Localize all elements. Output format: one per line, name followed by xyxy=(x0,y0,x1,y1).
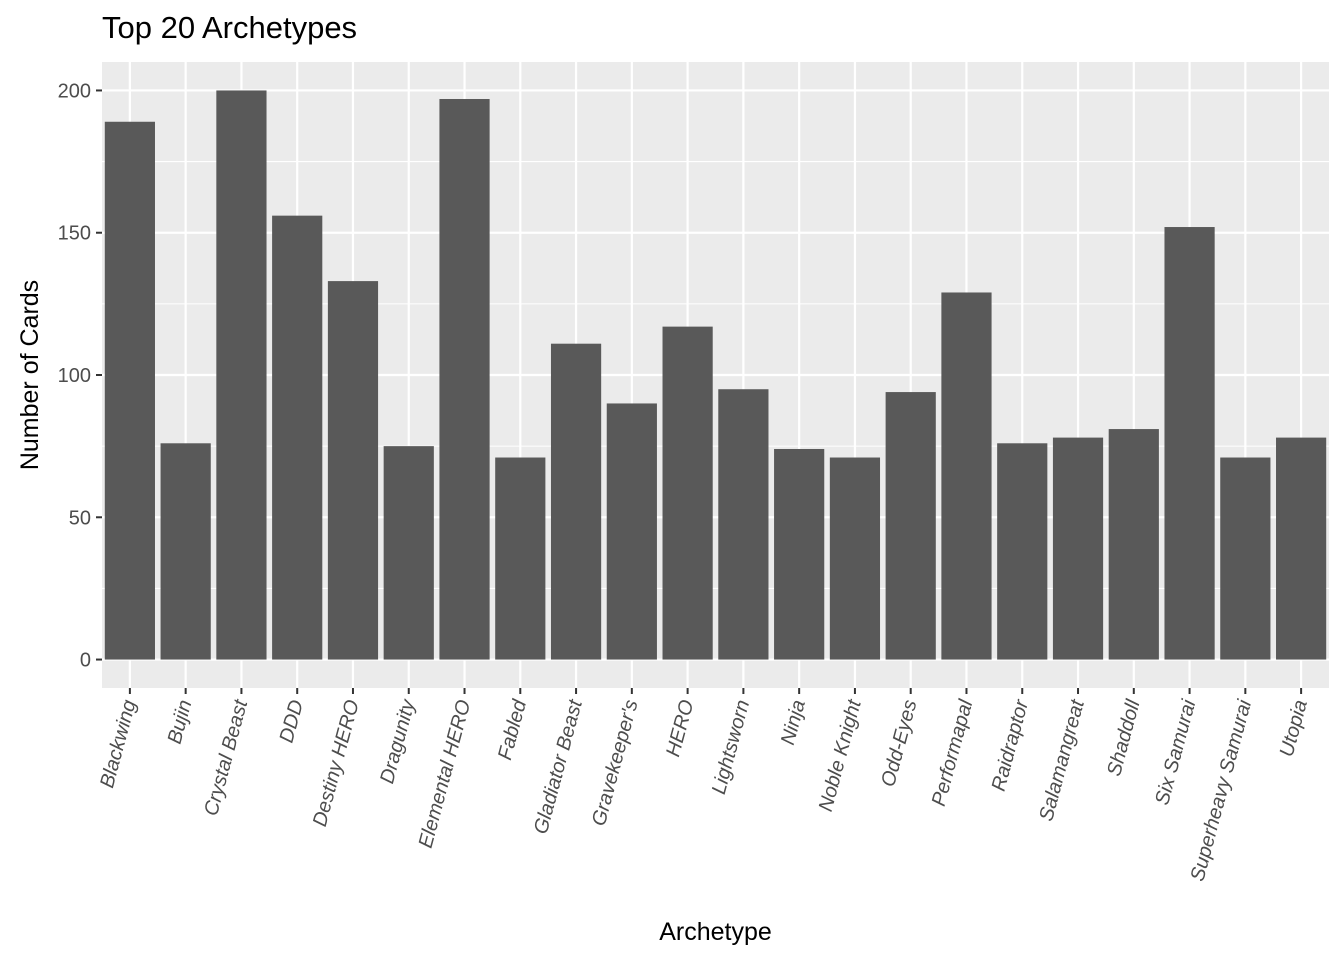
bar xyxy=(718,389,769,660)
y-tick-label: 50 xyxy=(69,507,91,529)
x-axis-title: Archetype xyxy=(659,918,772,946)
y-tick-label: 200 xyxy=(58,80,91,102)
y-tick-label: 0 xyxy=(80,650,91,672)
x-tick-label: Bujin xyxy=(164,698,197,747)
bar xyxy=(885,392,936,660)
bar xyxy=(272,215,323,660)
x-tick-label: Elemental HERO xyxy=(415,698,476,851)
x-tick-label: Six Samurai xyxy=(1151,697,1200,807)
bar xyxy=(104,121,155,660)
x-tick-label: Raidraptor xyxy=(988,696,1034,793)
bar xyxy=(662,326,713,660)
bar xyxy=(829,457,881,660)
y-axis: 0 50 100 150 200 xyxy=(58,80,102,672)
x-tick-label: Salamangreat xyxy=(1035,696,1089,823)
bar xyxy=(327,281,379,660)
x-tick-label: HERO xyxy=(662,698,698,760)
bar xyxy=(1052,437,1104,660)
bar xyxy=(160,443,211,660)
x-tick-label: Gladiator Beast xyxy=(530,696,587,836)
bar xyxy=(216,90,267,660)
bar xyxy=(383,446,434,660)
y-axis-title: Number of Cards xyxy=(16,280,44,470)
bar xyxy=(774,448,825,660)
x-tick-label: Superheavy Samurai xyxy=(1187,697,1257,884)
bar xyxy=(1220,457,1271,660)
bar xyxy=(550,343,602,660)
x-tick-label: Shaddoll xyxy=(1103,697,1145,778)
x-tick-label: Dragunity xyxy=(376,697,420,786)
bar xyxy=(606,403,657,660)
bar xyxy=(439,98,490,660)
chart-title: Top 20 Archetypes xyxy=(102,10,358,45)
bar xyxy=(1164,227,1215,660)
bar xyxy=(941,292,992,660)
x-tick-label: Noble Knight xyxy=(815,696,866,814)
y-tick-label: 150 xyxy=(58,223,91,245)
bar xyxy=(1108,429,1159,660)
x-tick-label: Blackwing xyxy=(96,698,141,791)
x-tick-label: Destiny HERO xyxy=(309,698,364,829)
x-tick-label: Fabled xyxy=(494,697,531,763)
x-tick-label: Utopia xyxy=(1276,698,1312,760)
x-tick-label: Lightsworn xyxy=(708,698,754,797)
x-tick-label: Performapal xyxy=(928,697,978,808)
bar xyxy=(495,457,546,660)
bar xyxy=(997,443,1048,660)
x-tick-label: DDD xyxy=(276,698,308,746)
x-axis: Blackwing Bujin Crystal Beast DDD Destiny HE… xyxy=(96,688,1312,884)
bars xyxy=(104,90,1327,660)
x-tick-label: Gravekeeper's xyxy=(588,698,643,829)
x-tick-label: Crystal Beast xyxy=(200,696,252,818)
y-tick-label: 100 xyxy=(58,365,91,387)
x-tick-label: Ninja xyxy=(777,698,810,748)
bar xyxy=(1276,437,1327,660)
x-tick-label: Odd-Eyes xyxy=(877,698,921,790)
